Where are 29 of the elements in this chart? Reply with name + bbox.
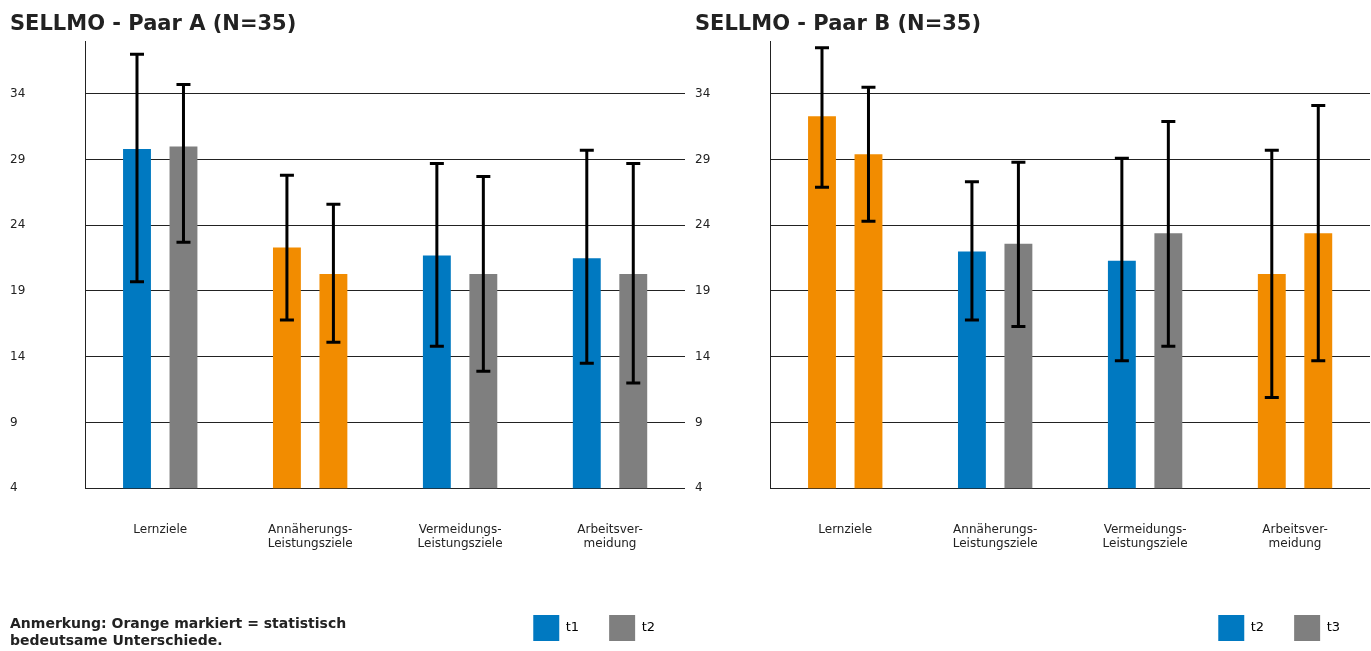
- y-tick-label: 19: [695, 283, 711, 298]
- legend-label: t1: [565, 619, 580, 635]
- x-tick-label: Arbeitsver- meidung: [1262, 521, 1328, 550]
- x-tick-label: Lernziele: [818, 521, 873, 536]
- y-tick-label: 9: [695, 414, 703, 429]
- y-tick-label: 34: [10, 85, 26, 100]
- x-tick-label: Lernziele: [133, 521, 188, 536]
- y-tick-label: 24: [10, 217, 26, 232]
- text: Anmerkung: Orange markiert = statistisch bedeutsame Unterschiede.: [10, 615, 348, 649]
- chart-title: SELLMO - Paar A (N=35): [10, 11, 297, 36]
- legend-label: t2: [641, 619, 656, 635]
- y-tick-label: 14: [10, 348, 26, 363]
- y-tick-label: 29: [10, 151, 26, 166]
- x-tick-label: Annäherungs- Leistungsziele: [267, 521, 353, 550]
- x-tick-label: Vermeidungs- Leistungsziele: [417, 521, 503, 550]
- y-tick-label: 4: [695, 480, 703, 495]
- x-tick-label: Arbeitsver- meidung: [577, 521, 643, 550]
- y-tick-label: 9: [10, 414, 18, 429]
- y-tick-label: 24: [695, 217, 711, 232]
- x-tick-label: Vermeidungs- Leistungsziele: [1102, 521, 1188, 550]
- chart-title: SELLMO - Paar B (N=35): [695, 11, 982, 36]
- legend-label: t2: [1250, 619, 1265, 635]
- y-tick-label: 19: [10, 283, 26, 298]
- x-tick-label: Annäherungs- Leistungsziele: [952, 521, 1038, 550]
- y-tick-label: 4: [10, 480, 18, 495]
- y-tick-label: 34: [695, 85, 711, 100]
- y-tick-label: 29: [695, 151, 711, 166]
- y-tick-label: 14: [695, 348, 711, 363]
- legend-label: t3: [1326, 619, 1341, 635]
